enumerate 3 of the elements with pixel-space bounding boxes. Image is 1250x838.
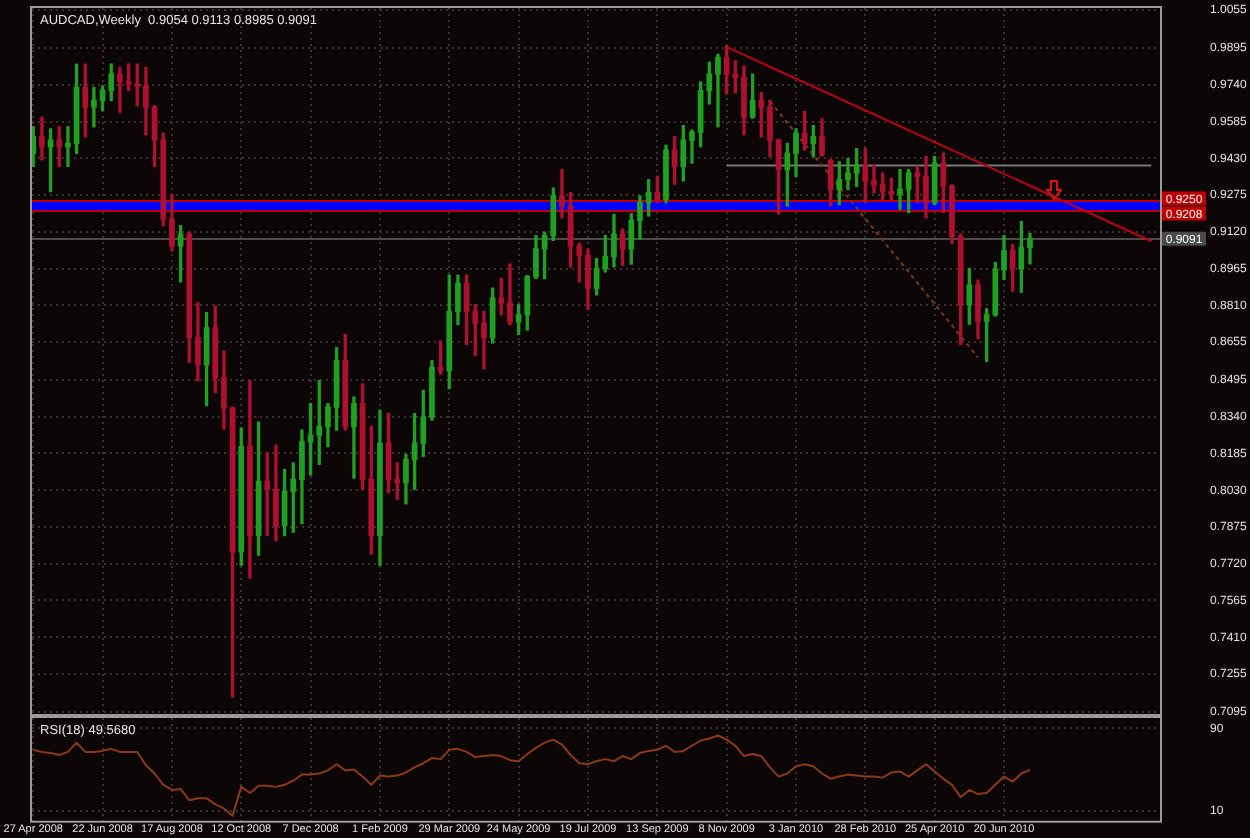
candlestick [39,116,45,161]
candlestick [117,66,123,113]
candlestick [91,86,97,128]
